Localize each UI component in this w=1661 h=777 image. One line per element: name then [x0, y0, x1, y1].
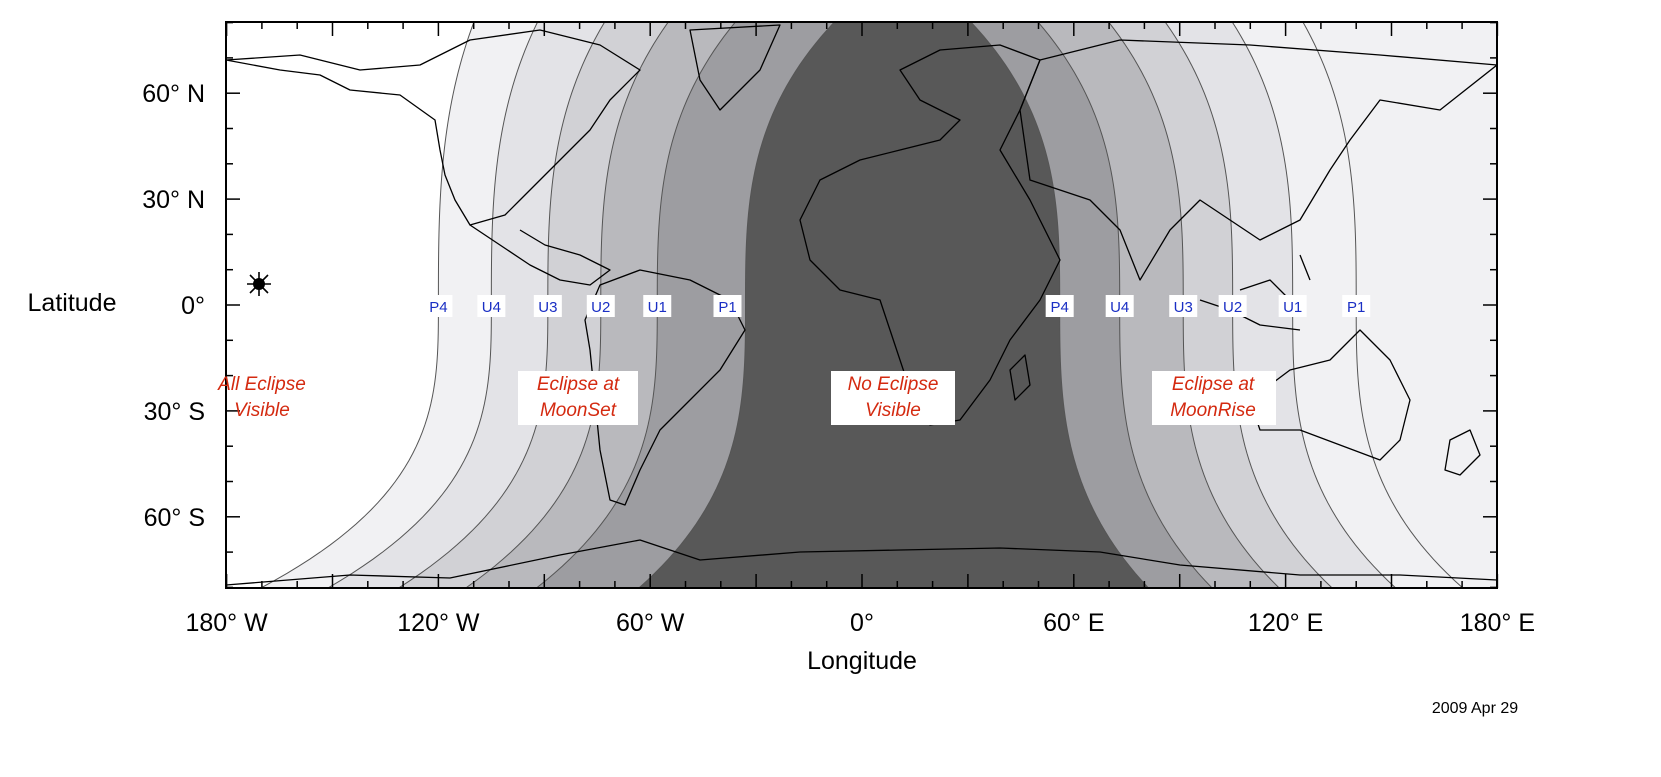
- region-label-line: Visible: [865, 400, 921, 421]
- contact-label-u4: U4: [1110, 299, 1129, 316]
- y-tick-label: 0°: [181, 292, 205, 320]
- contact-label-p4: P4: [429, 299, 447, 316]
- contact-label-p4: P4: [1051, 299, 1069, 316]
- y-tick-label: 30° N: [142, 186, 205, 214]
- sun-symbol-icon: [247, 272, 271, 296]
- contact-labels: P4 U4 U3 U2 U1 P1 P4 U4 U3 U2 U1 P1: [424, 295, 1371, 317]
- x-tick-label: 120° W: [397, 609, 480, 637]
- y-axis-title: Latitude: [28, 289, 117, 317]
- contact-label-u4: U4: [482, 299, 501, 316]
- x-tick-label: 180° E: [1460, 609, 1535, 637]
- axis-ticks: 180° W 120° W 60° W 0° 60° E 120° E 180° E 60° …: [142, 21, 1535, 637]
- band-west-2: [398, 22, 669, 588]
- region-label-moonset: Eclipse at MoonSet: [518, 371, 638, 425]
- band-east-1: [1037, 22, 1280, 588]
- region-label-line: Eclipse at: [537, 374, 620, 395]
- y-tick-label: 60° N: [142, 80, 205, 108]
- contact-label-p1: P1: [1347, 299, 1365, 316]
- contact-label-u1: U1: [648, 299, 667, 316]
- contact-label-u2: U2: [1223, 299, 1242, 316]
- contact-label-p1: P1: [718, 299, 736, 316]
- region-label-line: All Eclipse: [217, 374, 306, 395]
- x-tick-label: 60° W: [616, 609, 685, 637]
- band-no-eclipse: [638, 22, 1149, 588]
- x-tick-label: 60° E: [1043, 609, 1104, 637]
- y-tick-label: 60° S: [144, 504, 205, 532]
- region-label-all-visible: All Eclipse Visible: [217, 374, 306, 421]
- visibility-bands: [226, 22, 1497, 588]
- contact-label-u3: U3: [1174, 299, 1193, 316]
- x-axis-title: Longitude: [807, 647, 917, 675]
- x-tick-label: 0°: [850, 609, 874, 637]
- band-west-1: [327, 22, 605, 588]
- band-east-0: [970, 22, 1213, 588]
- contact-line: [638, 22, 836, 588]
- region-label-line: MoonRise: [1170, 400, 1256, 421]
- region-label-line: MoonSet: [540, 400, 617, 421]
- region-label-line: Eclipse at: [1172, 374, 1255, 395]
- band-west-3: [465, 22, 736, 588]
- contact-label-u2: U2: [591, 299, 610, 316]
- band-west-0: [260, 22, 538, 588]
- date-label: 2009 Apr 29: [1432, 700, 1518, 717]
- band-west-4: [536, 22, 835, 588]
- coastlines: [226, 24, 1497, 586]
- region-label-no-eclipse: No Eclipse Visible: [831, 371, 955, 425]
- region-label-line: No Eclipse: [848, 374, 939, 395]
- x-tick-label: 180° W: [185, 609, 268, 637]
- region-label-moonrise: Eclipse at MoonRise: [1152, 371, 1276, 425]
- region-label-line: Visible: [234, 400, 290, 421]
- y-tick-label: 30° S: [144, 398, 205, 426]
- contact-label-u1: U1: [1283, 299, 1302, 316]
- x-tick-label: 120° E: [1248, 609, 1323, 637]
- contact-label-u3: U3: [538, 299, 557, 316]
